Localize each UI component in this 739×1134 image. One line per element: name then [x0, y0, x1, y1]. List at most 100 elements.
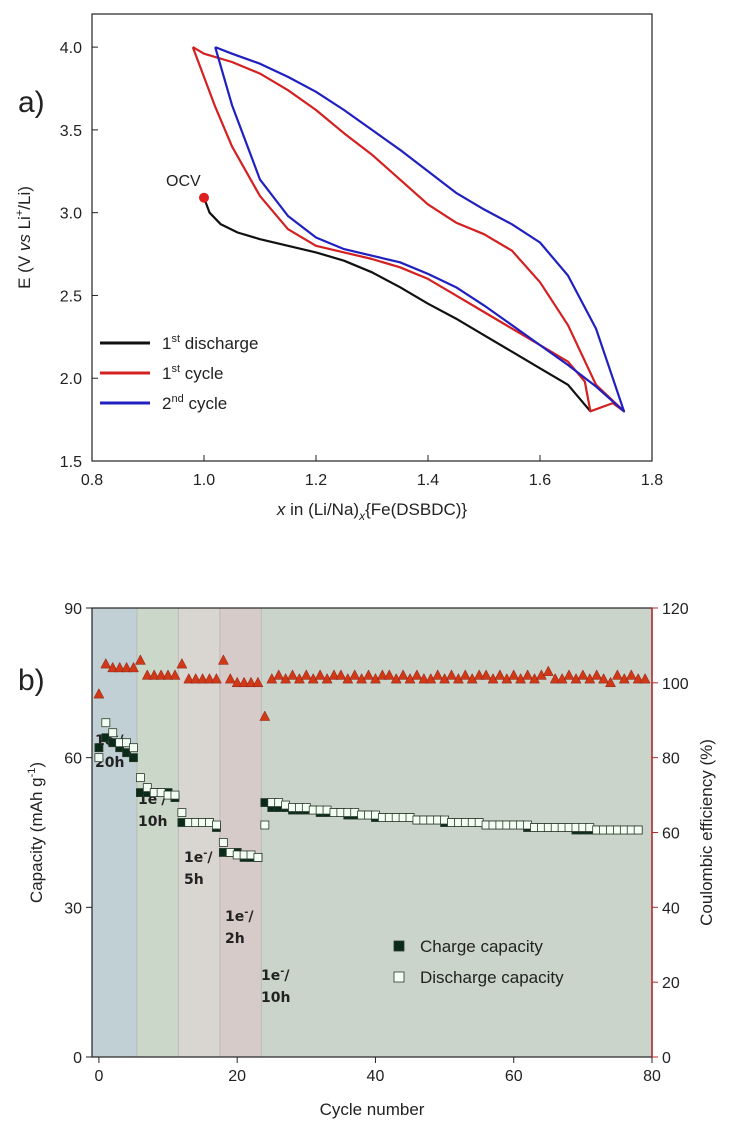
- y-tick-label: 4.0: [60, 40, 82, 57]
- ocv-point: [199, 192, 209, 203]
- discharge-point: [212, 820, 221, 830]
- y2-axis-label: Coulombic efficiency (%): [697, 739, 716, 926]
- coulombic-efficiency-point: [204, 673, 215, 684]
- x-tick-label: 20: [228, 1068, 246, 1085]
- discharge-point: [94, 753, 104, 763]
- rate-label-slash: /: [248, 909, 254, 925]
- rate-label-slash: /: [207, 850, 213, 866]
- discharge-point: [142, 783, 152, 792]
- x-tick-label: 40: [367, 1068, 385, 1085]
- panel-label: a): [18, 86, 45, 119]
- coulombic-efficiency-point: [383, 669, 395, 680]
- y-label-vs: vs: [15, 234, 34, 252]
- chart-a: 0.8 1.0 1.2 1.4 1.6 1.8 1.5 2.0 2.5 3.0 3.5 4.0 a) x …: [14, 13, 663, 523]
- rate-label-sup: -: [203, 848, 207, 859]
- coulombic-efficiency-point: [190, 673, 202, 684]
- x-label-sub: x: [358, 509, 366, 523]
- coulombic-efficiency-point: [473, 669, 485, 680]
- coulombic-efficiency-point: [114, 661, 126, 673]
- legend-label-num: 1: [162, 364, 171, 383]
- series-line-1: [191, 46, 626, 413]
- x-tick-label: 1.4: [417, 472, 439, 489]
- coulombic-efficiency-point: [508, 669, 520, 680]
- y-label-li: Li: [15, 216, 34, 234]
- coulombic-efficiency-point: [259, 710, 271, 721]
- coulombic-efficiency-point: [459, 669, 471, 680]
- charge-point: [122, 748, 131, 758]
- coulombic-efficiency-point: [563, 669, 575, 680]
- rate-label-sup: -: [244, 907, 248, 918]
- coulombic-efficiency-point: [446, 669, 457, 680]
- legend-discharge-marker: [393, 971, 405, 983]
- charge-point: [94, 743, 104, 753]
- legend-label-1: 1st cycle: [162, 363, 224, 383]
- series-line-2: [214, 46, 626, 413]
- rate-label-time-4: 10h: [261, 990, 290, 1006]
- discharge-point: [260, 820, 270, 830]
- x-axis-label: x in (Li/Na)x{Fe(DSBDC)}: [276, 500, 468, 523]
- panel-label: b): [18, 664, 45, 697]
- legend-label-0: 1st discharge: [162, 333, 258, 353]
- legend-label-sup: st: [171, 363, 180, 375]
- y-tick-label: 1.5: [60, 454, 82, 471]
- y2-tick-label: 100: [662, 676, 689, 693]
- coulombic-efficiency-point: [100, 658, 112, 669]
- coulombic-efficiency-point: [397, 669, 409, 680]
- coulombic-efficiency-point: [107, 661, 119, 673]
- discharge-point: [253, 853, 263, 862]
- x-label-var: x: [276, 500, 286, 519]
- y-label-tail: /Li): [15, 186, 34, 210]
- chart-b: 1e-/20h1e-/10h1e-/5h1e-/2h1e-/10h0204060…: [18, 601, 716, 1119]
- rate-label-time-3: 2h: [225, 931, 245, 947]
- coulombic-efficiency-point: [632, 673, 644, 684]
- charge-point: [101, 733, 111, 743]
- legend-label-rest: cycle: [180, 364, 223, 383]
- rate-region-2: [178, 608, 220, 1057]
- y2-tick-label: 60: [662, 826, 680, 843]
- coulombic-efficiency-point: [224, 673, 236, 684]
- coulombic-efficiency-point: [480, 669, 492, 680]
- rate-region-1: [136, 608, 179, 1057]
- coulombic-efficiency-point: [300, 669, 312, 680]
- coulombic-efficiency-point: [141, 669, 153, 680]
- rate-label-2: 1e-/: [184, 848, 213, 866]
- x-label-text: in (Li/Na): [285, 500, 359, 519]
- coulombic-efficiency-point: [577, 669, 589, 680]
- coulombic-efficiency-point: [598, 673, 610, 684]
- discharge-point: [108, 728, 118, 738]
- coulombic-efficiency-point: [238, 676, 250, 688]
- coulombic-efficiency-point: [639, 673, 651, 684]
- x-axis-label: Cycle number: [320, 1100, 425, 1119]
- coulombic-efficiency-point: [169, 669, 181, 680]
- discharge-point: [122, 738, 131, 748]
- x-tick-label: 80: [643, 1068, 661, 1085]
- coulombic-efficiency-point: [591, 669, 603, 680]
- legend-charge-label: Charge capacity: [420, 937, 543, 956]
- coulombic-efficiency-point: [210, 673, 222, 684]
- y-label-sup: -1: [26, 768, 38, 778]
- legend-label-2: 2nd cycle: [162, 393, 227, 413]
- legend-label-rest: cycle: [184, 394, 227, 413]
- y-label-text: E (V: [15, 251, 34, 289]
- coulombic-efficiency-point: [411, 669, 423, 680]
- rate-label-time-1: 10h: [138, 814, 167, 830]
- coulombic-efficiency-point: [605, 676, 616, 688]
- rate-label-4: 1e-/: [261, 966, 290, 984]
- discharge-point: [170, 790, 180, 800]
- coulombic-efficiency-point: [176, 658, 188, 669]
- y-axis-label: Capacity (mAh g-1): [26, 762, 46, 903]
- legend-discharge-label: Discharge capacity: [420, 968, 564, 987]
- coulombic-efficiency-point: [418, 673, 430, 684]
- discharge-point: [218, 838, 228, 847]
- x-tick-label: 0.8: [81, 472, 103, 489]
- coulombic-efficiency-point: [363, 669, 374, 680]
- x-tick-label: 1.8: [641, 472, 663, 489]
- y-label-tail: ): [27, 762, 46, 768]
- legend-label-num: 1: [162, 334, 171, 353]
- coulombic-efficiency-point: [148, 669, 160, 680]
- coulombic-efficiency-point: [314, 669, 326, 680]
- y2-tick-label: 0: [662, 1050, 671, 1067]
- coulombic-efficiency-point: [252, 676, 264, 688]
- y2-tick-label: 120: [662, 601, 689, 618]
- y-tick-label: 60: [64, 751, 82, 768]
